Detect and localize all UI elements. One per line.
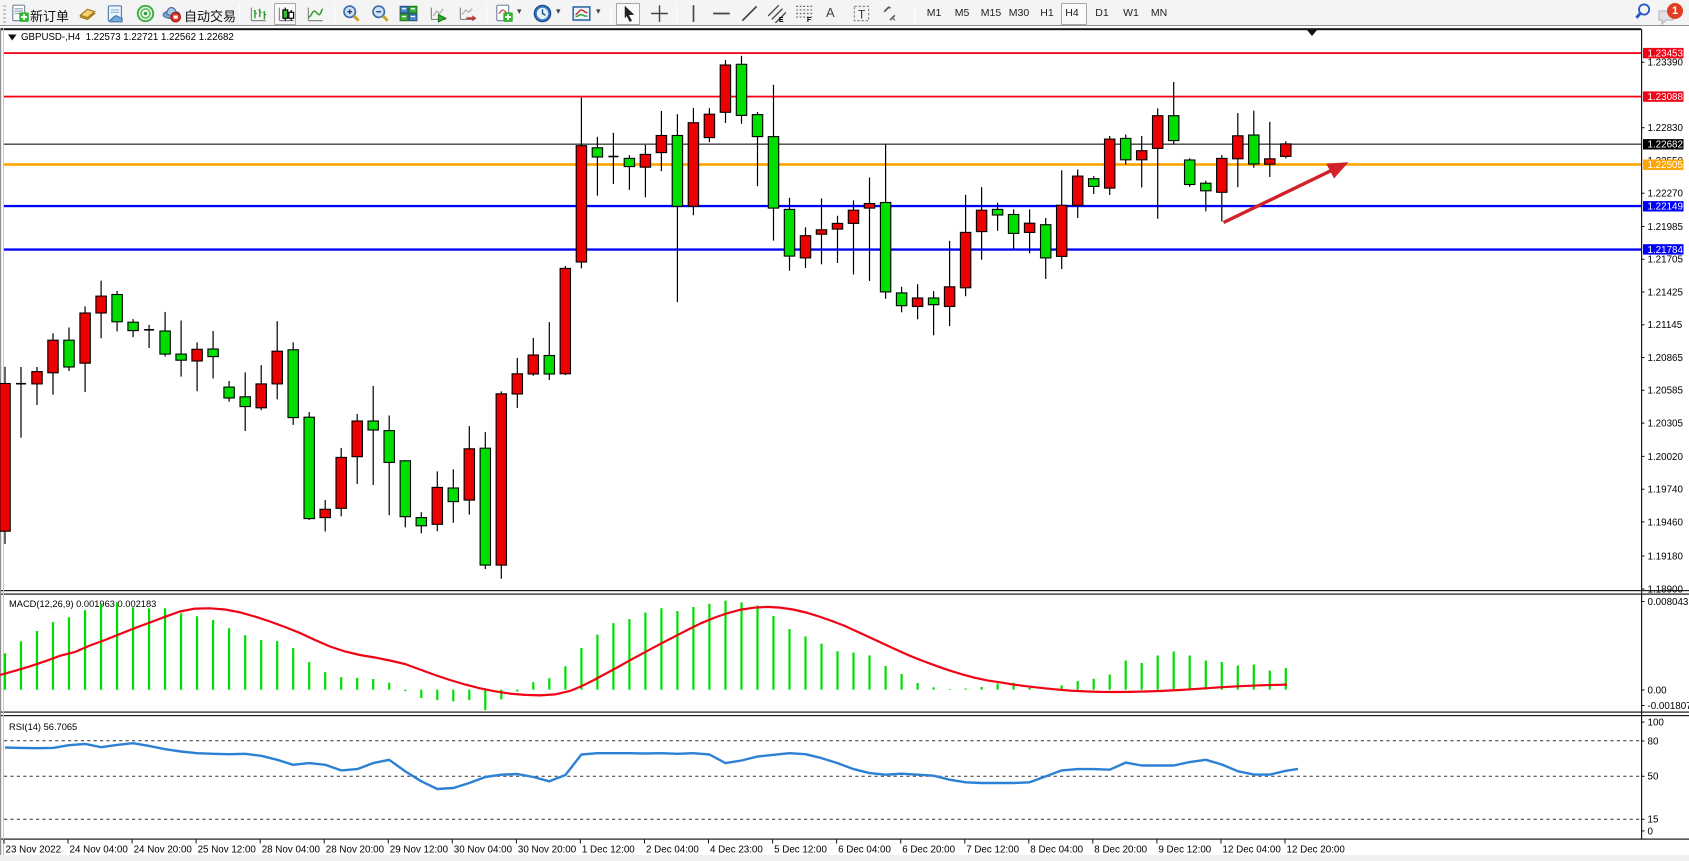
svg-text:1.21145: 1.21145 [1648, 320, 1683, 331]
svg-text:6 Dec 04:00: 6 Dec 04:00 [838, 844, 891, 855]
svg-text:28 Nov 04:00: 28 Nov 04:00 [262, 844, 321, 855]
svg-text:1.22270: 1.22270 [1648, 189, 1684, 200]
svg-text:1.18900: 1.18900 [1648, 584, 1684, 595]
svg-text:30 Nov 04:00: 30 Nov 04:00 [454, 844, 513, 855]
svg-text:12 Dec 20:00: 12 Dec 20:00 [1287, 844, 1346, 855]
svg-text:GBPUSD-,H4 1.22573 1.22721 1.: GBPUSD-,H4 1.22573 1.22721 1.22562 1.226… [21, 32, 234, 43]
svg-text:1.20020: 1.20020 [1648, 452, 1684, 463]
svg-text:29 Nov 12:00: 29 Nov 12:00 [390, 844, 449, 855]
svg-text:-0.001807: -0.001807 [1648, 701, 1689, 712]
svg-text:100: 100 [1648, 718, 1665, 729]
svg-text:1.22505: 1.22505 [1648, 160, 1684, 171]
svg-text:28 Nov 20:00: 28 Nov 20:00 [326, 844, 385, 855]
svg-text:23 Nov 2022: 23 Nov 2022 [6, 844, 62, 855]
svg-text:12 Dec 04:00: 12 Dec 04:00 [1223, 844, 1282, 855]
svg-text:1.20585: 1.20585 [1648, 386, 1684, 397]
svg-text:80: 80 [1648, 736, 1659, 747]
svg-text:8 Dec 20:00: 8 Dec 20:00 [1094, 844, 1147, 855]
svg-text:0.008043: 0.008043 [1648, 597, 1689, 608]
svg-text:30 Nov 20:00: 30 Nov 20:00 [518, 844, 577, 855]
svg-text:1.20865: 1.20865 [1648, 353, 1684, 364]
svg-text:1.21784: 1.21784 [1648, 245, 1684, 256]
svg-text:1.23390: 1.23390 [1648, 58, 1684, 69]
svg-text:7 Dec 12:00: 7 Dec 12:00 [966, 844, 1019, 855]
svg-text:1.21705: 1.21705 [1648, 255, 1684, 266]
svg-text:1.21985: 1.21985 [1648, 222, 1684, 233]
svg-text:1.19460: 1.19460 [1648, 517, 1684, 528]
svg-text:5 Dec 12:00: 5 Dec 12:00 [774, 844, 827, 855]
svg-text:1.20305: 1.20305 [1648, 419, 1684, 430]
svg-text:15: 15 [1648, 815, 1659, 826]
svg-text:1.23453: 1.23453 [1648, 49, 1684, 60]
svg-text:1.22682: 1.22682 [1648, 140, 1683, 151]
svg-text:RSI(14) 56.7065: RSI(14) 56.7065 [9, 722, 77, 732]
svg-text:T: T [858, 7, 865, 21]
svg-text:24 Nov 20:00: 24 Nov 20:00 [134, 844, 193, 855]
svg-text:MACD(12,26,9) 0.001963 0.00218: MACD(12,26,9) 0.001963 0.002183 [9, 599, 156, 609]
svg-text:F: F [807, 16, 812, 23]
svg-text:4 Dec 23:00: 4 Dec 23:00 [710, 844, 763, 855]
svg-text:2 Dec 04:00: 2 Dec 04:00 [646, 844, 699, 855]
svg-text:1.22830: 1.22830 [1648, 123, 1684, 134]
svg-text:0.00: 0.00 [1648, 685, 1668, 696]
svg-text:1.19180: 1.19180 [1648, 551, 1684, 562]
svg-text:1 Dec 12:00: 1 Dec 12:00 [582, 844, 635, 855]
svg-text:6 Dec 20:00: 6 Dec 20:00 [902, 844, 955, 855]
svg-text:1.23088: 1.23088 [1648, 92, 1684, 103]
svg-text:0: 0 [1648, 826, 1654, 837]
svg-text:1.22149: 1.22149 [1648, 202, 1683, 213]
svg-text:50: 50 [1648, 772, 1659, 783]
svg-text:24 Nov 04:00: 24 Nov 04:00 [70, 844, 129, 855]
svg-text:E: E [779, 16, 784, 23]
svg-text:25 Nov 12:00: 25 Nov 12:00 [198, 844, 257, 855]
svg-text:1.19740: 1.19740 [1648, 485, 1684, 496]
svg-text:9 Dec 12:00: 9 Dec 12:00 [1158, 844, 1211, 855]
svg-text:1.21425: 1.21425 [1648, 287, 1684, 298]
svg-text:8 Dec 04:00: 8 Dec 04:00 [1030, 844, 1083, 855]
